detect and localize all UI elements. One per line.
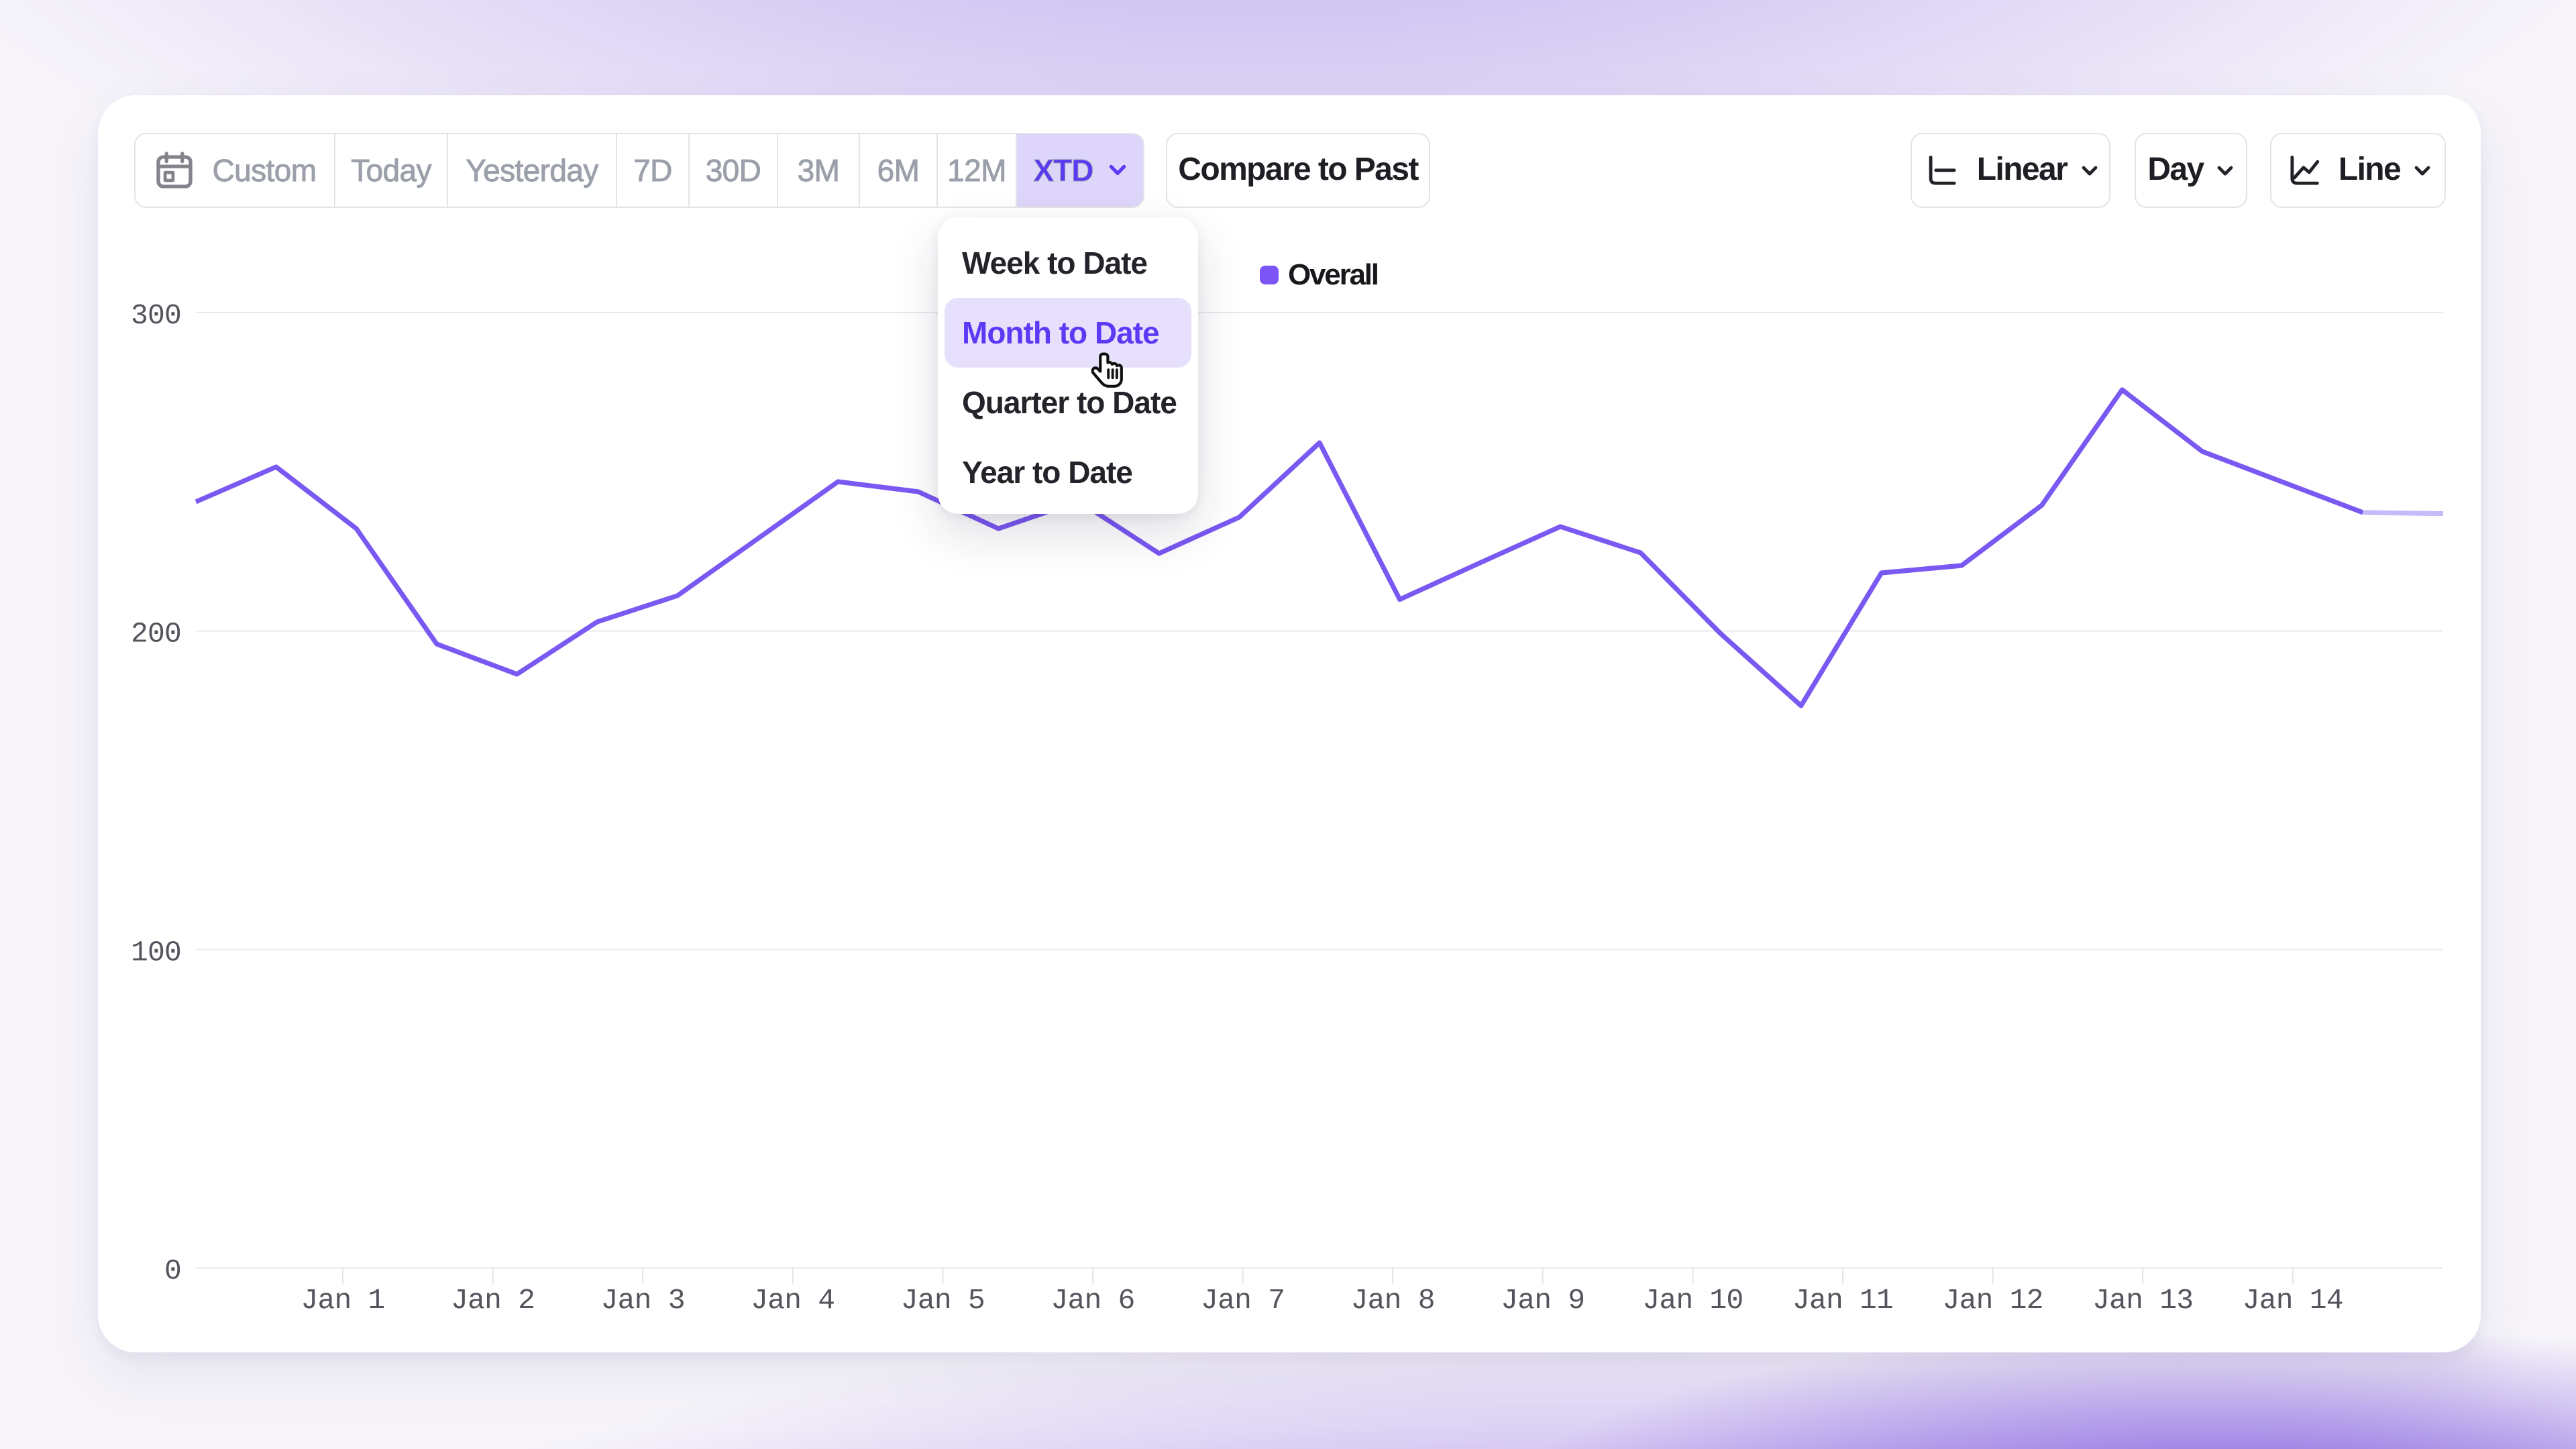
svg-text:Jan 13: Jan 13 (2092, 1284, 2193, 1317)
svg-text:Jan 3: Jan 3 (601, 1284, 685, 1317)
svg-text:Jan 6: Jan 6 (1051, 1284, 1134, 1317)
svg-text:300: 300 (131, 299, 181, 332)
svg-text:Jan 12: Jan 12 (1943, 1284, 2043, 1317)
svg-text:Jan 8: Jan 8 (1351, 1284, 1435, 1317)
svg-text:Jan 10: Jan 10 (1642, 1284, 1743, 1317)
svg-text:Jan 14: Jan 14 (2243, 1284, 2343, 1317)
svg-text:100: 100 (131, 936, 181, 969)
svg-text:Jan 11: Jan 11 (1792, 1284, 1893, 1317)
svg-text:Jan 7: Jan 7 (1201, 1284, 1285, 1317)
svg-text:Jan 9: Jan 9 (1501, 1284, 1585, 1317)
svg-text:Jan 1: Jan 1 (301, 1284, 384, 1317)
svg-text:Jan 5: Jan 5 (901, 1284, 985, 1317)
svg-text:Jan 2: Jan 2 (451, 1284, 535, 1317)
svg-text:200: 200 (131, 618, 181, 651)
svg-text:Jan 4: Jan 4 (751, 1284, 835, 1317)
svg-text:0: 0 (164, 1254, 181, 1287)
